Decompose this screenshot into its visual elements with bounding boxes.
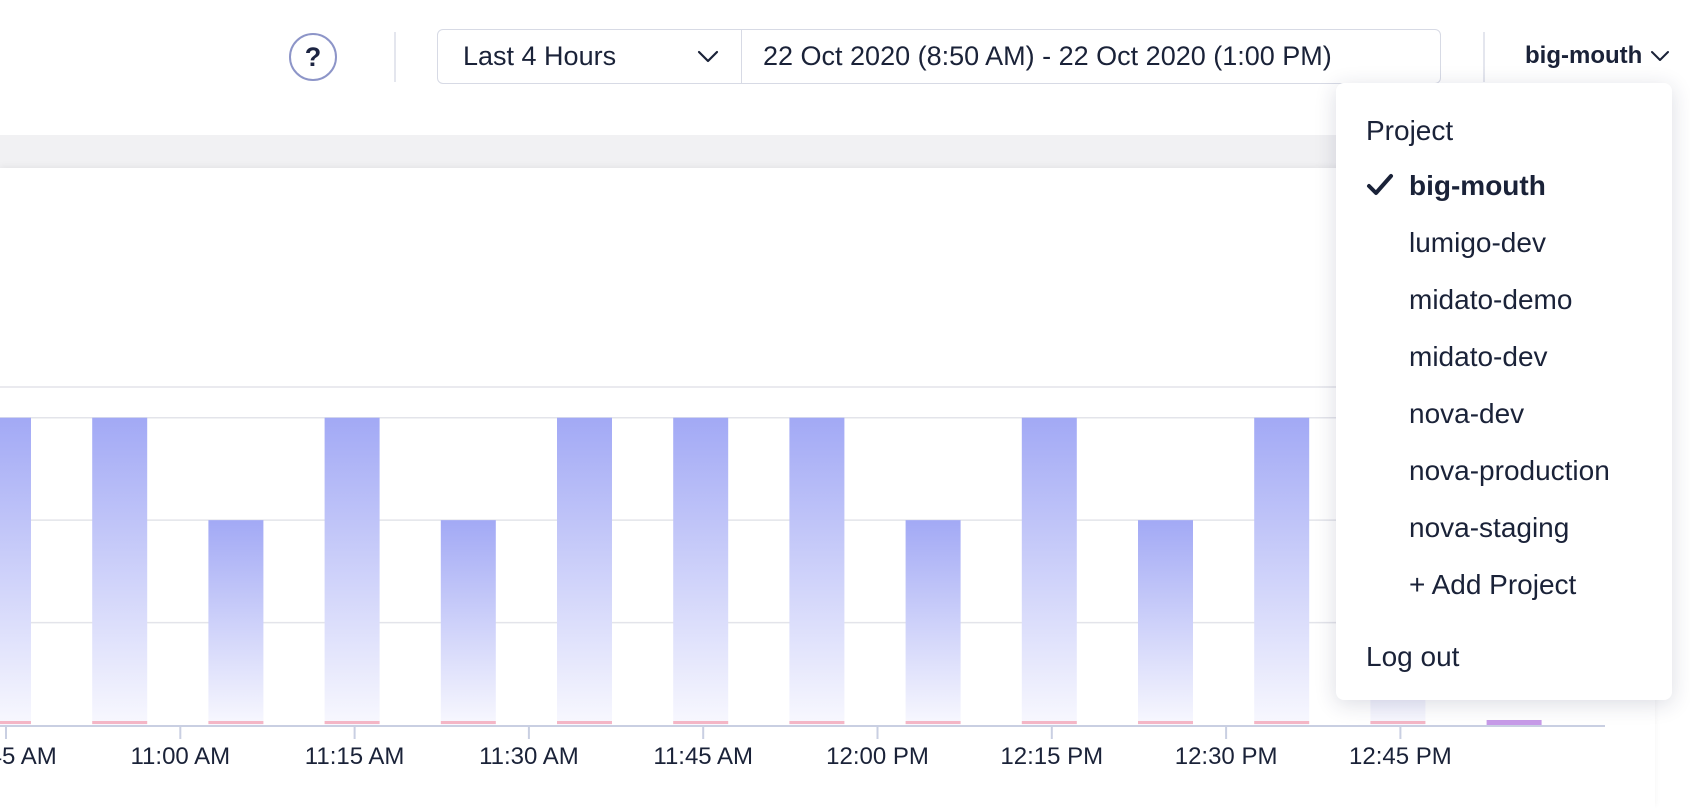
chart-bar: [0, 417, 31, 725]
chart-bar-error-marker: [324, 721, 380, 724]
x-axis-tick-label: 12:45 PM: [1349, 743, 1452, 770]
time-range-control: Last 4 Hours 22 Oct 2020 (8:50 AM) - 22 …: [437, 29, 1441, 84]
time-range-select-label: Last 4 Hours: [463, 41, 617, 71]
project-dropdown-menu: Project big-mouth lumigo-dev midato-demo…: [1336, 83, 1672, 700]
date-range-picker[interactable]: 22 Oct 2020 (8:50 AM) - 22 Oct 2020 (1:0…: [742, 30, 1440, 83]
x-axis-tick-label: 10:45 AM: [0, 743, 57, 770]
checkmark-icon: [1367, 174, 1393, 195]
project-item-midato-demo[interactable]: midato-demo: [1409, 284, 1573, 315]
current-project-label: big-mouth: [1525, 42, 1643, 69]
project-item-midato-dev[interactable]: midato-dev: [1409, 341, 1548, 372]
x-axis-tick-label: 12:30 PM: [1175, 743, 1278, 770]
chart-bar: [673, 417, 729, 725]
chart-bar-error-marker: [92, 721, 148, 724]
chart-bar-error-marker: [673, 721, 729, 724]
toolbar-divider: [1483, 32, 1485, 82]
add-project-button[interactable]: + Add Project: [1409, 569, 1577, 600]
date-range-label: 22 Oct 2020 (8:50 AM) - 22 Oct 2020 (1:0…: [763, 41, 1332, 71]
project-item-lumigo-dev[interactable]: lumigo-dev: [1409, 227, 1546, 258]
project-item-nova-staging[interactable]: nova-staging: [1409, 512, 1570, 543]
chart-bar: [324, 417, 380, 725]
help-button[interactable]: ?: [289, 33, 337, 81]
chart-bar-error-marker: [0, 721, 31, 724]
project-switcher[interactable]: big-mouth: [1525, 38, 1670, 74]
chart-bar: [905, 520, 961, 725]
project-section-title: Project: [1366, 115, 1454, 146]
chart-bar: [1254, 417, 1310, 725]
project-item-nova-production[interactable]: nova-production: [1409, 455, 1610, 486]
x-axis-tick-label: 12:15 PM: [1000, 743, 1103, 770]
chevron-down-icon: [697, 50, 719, 62]
project-item-nova-dev[interactable]: nova-dev: [1409, 398, 1525, 429]
chart-bar-error-marker: [1254, 721, 1310, 724]
chart-bar: [1021, 417, 1077, 725]
logout-button[interactable]: Log out: [1366, 641, 1460, 672]
chart-bar: [440, 520, 496, 725]
chart-bar-error-marker: [789, 721, 845, 724]
toolbar-divider: [394, 32, 396, 82]
chart-bar-error-marker: [440, 721, 496, 724]
x-axis-tick-label: 11:30 AM: [479, 743, 579, 770]
chart-bar: [1486, 720, 1542, 725]
chevron-down-icon: [1651, 51, 1670, 61]
x-axis-tick-label: 11:45 AM: [653, 743, 753, 770]
chart-bar-error-marker: [1138, 721, 1193, 724]
chart-bar-error-marker: [1021, 721, 1077, 724]
chart-bar: [1138, 520, 1193, 725]
chart-bar-error-marker: [557, 721, 612, 724]
x-axis-tick-label: 11:00 AM: [130, 743, 230, 770]
chart-bar: [789, 417, 845, 725]
chart-bar: [557, 417, 612, 725]
x-axis-tick-label: 11:15 AM: [305, 743, 405, 770]
project-item-big-mouth[interactable]: big-mouth: [1409, 170, 1546, 201]
chart-bar-error-marker: [1370, 721, 1426, 724]
chart-bar-error-marker: [208, 721, 264, 724]
chart-bar: [208, 520, 264, 725]
chart-bar: [92, 417, 148, 725]
chart-bar-error-marker: [905, 721, 961, 724]
x-axis-tick-label: 12:00 PM: [826, 743, 929, 770]
time-range-select[interactable]: Last 4 Hours: [438, 30, 742, 83]
